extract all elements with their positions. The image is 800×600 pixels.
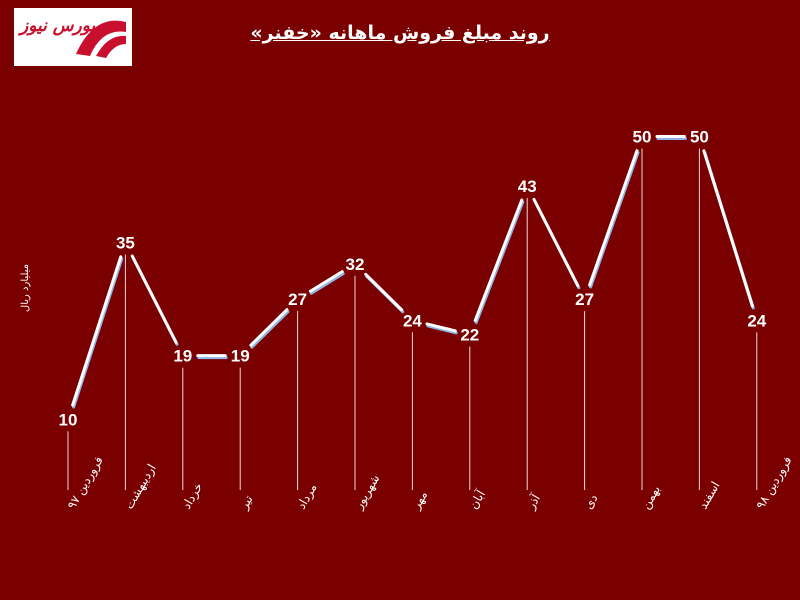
data-label: 19 (231, 347, 250, 366)
series-segment (71, 255, 123, 407)
series-segment (364, 272, 404, 312)
data-label: 32 (346, 255, 365, 274)
x-tick-label: دی (581, 492, 600, 512)
data-labels: 10 35 19 19 27 32 24 22 43 27 50 50 24 (59, 128, 767, 430)
series-segment-shadow (474, 200, 525, 324)
series-segment (425, 322, 457, 333)
x-tick-label: شهریور (351, 472, 383, 513)
series-segment (130, 254, 178, 344)
x-tick-label: اردیبهشت (122, 462, 160, 512)
series-line (71, 135, 755, 409)
data-label: 19 (173, 347, 192, 366)
series-segment-shadow (589, 151, 640, 289)
series-segment-shadow (309, 272, 345, 295)
x-tick-label: مهر (408, 488, 431, 512)
data-label: 24 (403, 311, 422, 330)
series-segment (249, 308, 289, 347)
data-label: 43 (518, 177, 537, 196)
data-label: 10 (59, 410, 78, 429)
data-label: 27 (575, 290, 594, 309)
series-segment (308, 270, 344, 293)
series-segment (532, 197, 580, 288)
series-segment-shadow (250, 310, 290, 349)
series-segment (702, 149, 754, 308)
logo: بورس نیوز (14, 8, 132, 66)
data-label: 22 (460, 325, 479, 344)
data-label: 50 (633, 128, 652, 147)
x-tick-label: خرداد (179, 480, 206, 512)
logo-mark (76, 20, 126, 58)
data-label: 27 (288, 290, 307, 309)
logo-text: بورس نیوز (20, 16, 96, 36)
data-label: 50 (690, 128, 709, 147)
x-tick-label: فروردین ۹۷ (64, 454, 106, 512)
chart-title: روند مبلغ فروش ماهانه «خفنر» (250, 22, 550, 44)
data-label: 35 (116, 234, 135, 253)
x-tick-label: آذر (522, 491, 544, 513)
x-axis-ticks: فروردین ۹۷ اردیبهشت خرداد تیر مرداد شهریور مهر… (64, 454, 795, 513)
x-tick-label: تیر (236, 493, 256, 513)
series-segment (588, 149, 639, 287)
x-tick-label: آبان (465, 487, 488, 512)
data-label: 24 (747, 311, 766, 330)
series-segment-shadow (72, 257, 124, 409)
y-axis-label: میلیارد ریال (20, 264, 31, 312)
series-segment-shadow (426, 324, 458, 335)
series-segment (473, 198, 524, 322)
drop-lines (67, 148, 758, 490)
x-tick-label: فروردین ۹۸ (753, 454, 795, 512)
